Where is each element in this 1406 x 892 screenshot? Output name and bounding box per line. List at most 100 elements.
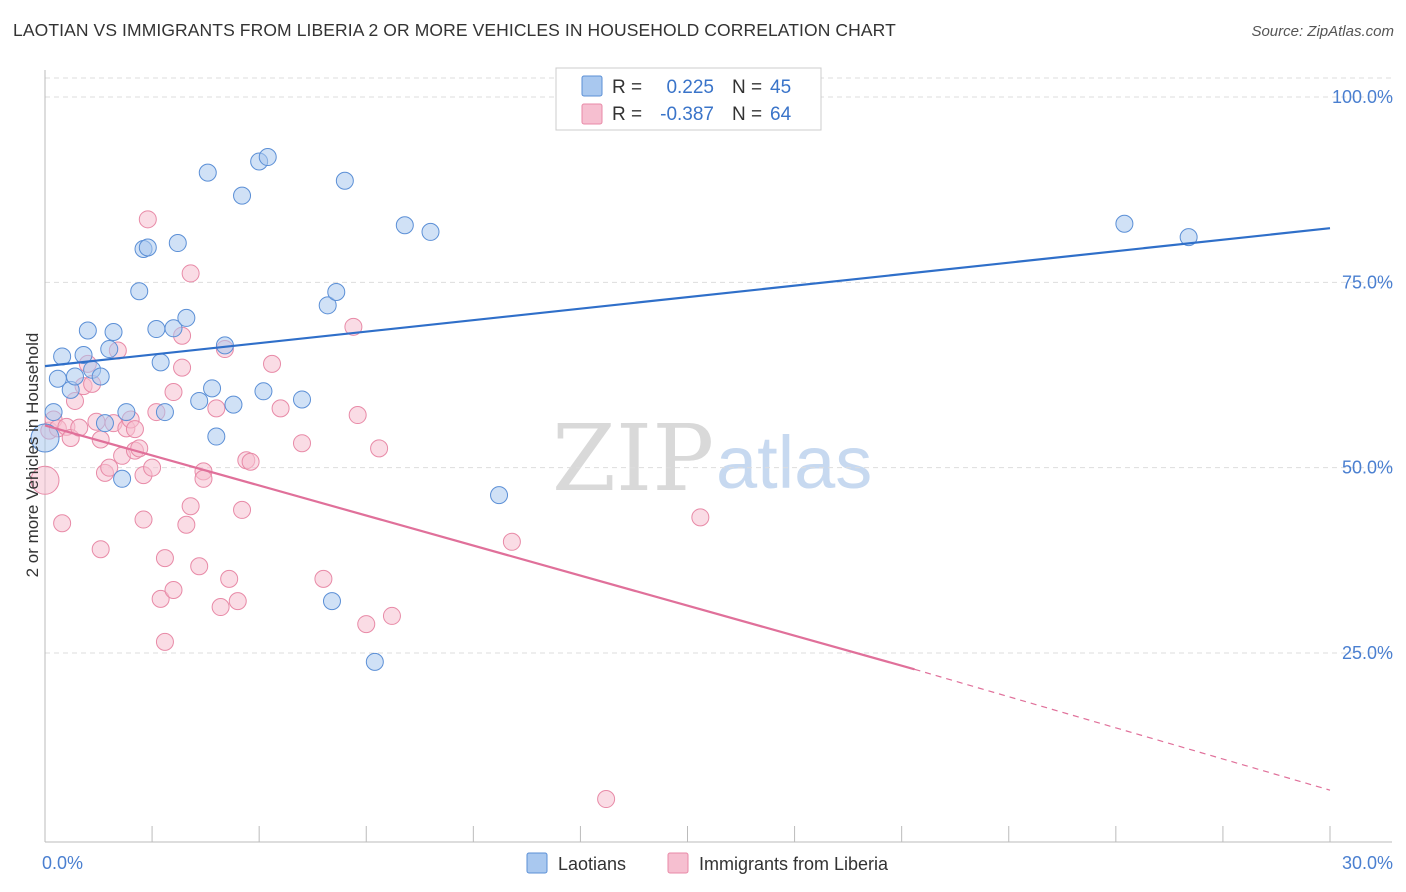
liberia-point [164,383,183,402]
laotian-point [44,403,63,422]
laotian-point [138,238,157,257]
laotian-point [395,216,414,235]
laotian-point [65,367,84,386]
legend-n-label-1: N = [732,77,762,98]
laotian-point [117,403,136,422]
liberia-point [348,406,367,425]
laotian-point [190,391,209,410]
liberia-point [241,452,260,471]
liberia-point [194,469,213,488]
legend-r-label-2: R = [612,104,642,125]
laotian-point [151,353,170,372]
liberia-point [382,606,401,625]
liberia-point [134,510,153,529]
trend-lines [44,227,1331,791]
series-liberia-points [30,210,710,809]
liberia-point [344,317,363,336]
x-tick-label-0: 0.0% [42,853,83,873]
liberia-point [691,508,710,527]
liberia-point [370,439,389,458]
liberia-point [181,497,200,516]
y-tick-label-100: 100.0% [1332,87,1393,107]
y-tick-label-50: 50.0% [1342,458,1393,478]
legend-swatch-laotians [581,75,603,97]
liberia-point [100,458,119,477]
legend-n-value-1: 45 [770,77,791,98]
laotian-point [53,347,72,366]
laotian-point [258,148,277,167]
liberia-point [164,580,183,599]
x-tick-label-30: 30.0% [1342,853,1393,873]
liberia-point [293,434,311,453]
liberia-point [177,515,196,534]
legend-r-value-1: 0.225 [666,77,714,98]
legend-bottom: Laotians Immigrants from Liberia [526,852,889,874]
watermark-zip: ZIP [552,405,714,512]
laotian-point [233,186,252,205]
laotian-point [1115,214,1134,233]
liberia-point [233,500,252,519]
laotian-point [335,171,354,190]
liberia-point [263,354,282,373]
laotian-point [155,403,174,422]
laotian-point [207,427,226,446]
liberia-point [138,210,157,229]
laotian-point [177,308,196,327]
laotian-point [490,486,509,505]
liberia-point [155,549,174,568]
liberia-point [151,589,170,608]
axes: 25.0% 50.0% 75.0% 100.0% 0.0% 30.0% [42,70,1393,873]
source-credit: Source: ZipAtlas.com [1251,23,1394,40]
liberia-point [314,569,333,588]
laotian-point [164,319,183,338]
legend-r-label-1: R = [612,77,642,98]
laotian-point [104,323,123,342]
liberia-trend-extension [914,668,1331,791]
legend-n-value-2: 64 [770,104,792,125]
laotian-point [1179,228,1198,247]
liberia-trend-line [44,424,915,671]
liberia-point [173,358,192,377]
y-axis-label: 2 or more Vehicles in Household [23,333,42,578]
laotian-point [327,282,346,301]
liberia-point [271,399,290,418]
liberia-point [91,540,110,559]
liberia-point [155,632,174,651]
laotian-point [168,234,187,253]
laotian-point [365,652,384,671]
series-laotians-points [30,148,1198,671]
liberia-point [143,458,162,477]
laotian-point [147,320,166,339]
laotian-point [421,222,440,241]
laotian-point [113,469,132,488]
liberia-point [207,399,226,418]
liberia-point [220,569,239,588]
bottom-legend-laotians: Laotians [558,854,626,874]
liberia-point [211,598,230,617]
laotian-point [95,414,114,433]
laotian-point [78,321,97,340]
laotian-point [30,423,60,453]
liberia-point [502,532,521,551]
bottom-legend-swatch-laotians [526,852,548,874]
laotians-trend-line [44,227,1331,368]
bottom-legend-swatch-liberia [667,852,689,874]
laotian-point [74,345,93,364]
laotian-point [224,395,243,414]
liberia-point [30,465,60,495]
laotian-point [254,382,273,401]
laotian-point [100,340,119,359]
liberia-point [53,514,72,533]
liberia-point [597,790,616,809]
liberia-point [228,592,247,611]
chart-title: LAOTIAN VS IMMIGRANTS FROM LIBERIA 2 OR … [13,20,896,40]
liberia-point [181,264,200,283]
bottom-legend-liberia: Immigrants from Liberia [699,854,889,874]
y-tick-label-75: 75.0% [1342,272,1393,292]
laotian-point [203,379,222,398]
laotian-point [293,390,311,409]
legend-r-value-2: -0.387 [660,104,714,125]
legend-swatch-liberia [581,103,603,125]
laotian-point [91,367,110,386]
